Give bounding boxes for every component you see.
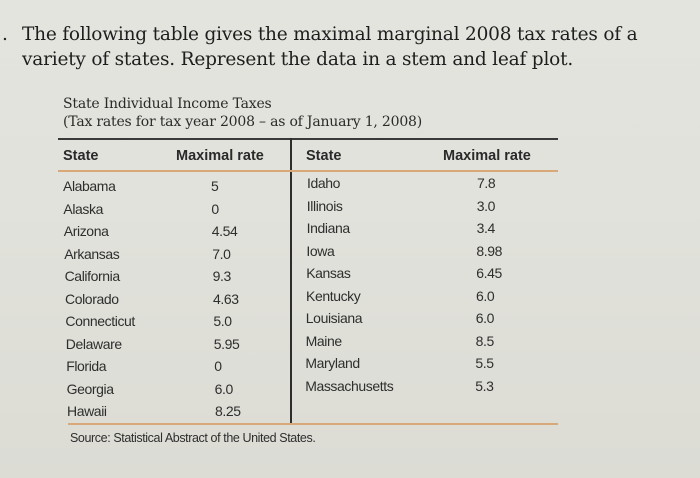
table-caption: State Individual Income Taxes (Tax rates… (63, 95, 422, 131)
table-cell-rate: 8.5 (475, 332, 495, 349)
table-cell-state: Arkansas (64, 245, 120, 262)
table-cell-state: Idaho (307, 175, 341, 191)
table-cell-state: Arizona (63, 223, 109, 239)
table-cell-rate: 4.54 (211, 223, 238, 239)
header-rate-right: Maximal rate (443, 148, 531, 164)
header-rate-left: Maximal rate (176, 148, 264, 164)
table-cell-rate: 3.0 (476, 197, 496, 214)
header-state-right: State (306, 148, 342, 164)
table-bottom-rule (68, 423, 558, 425)
header-state-left: State (63, 148, 99, 164)
table-column-divider (290, 138, 292, 423)
table-cell-state: Connecticut (65, 313, 135, 329)
table-cell-state: Iowa (306, 242, 335, 259)
table-cell-state: Maine (305, 332, 343, 349)
table-cell-rate: 6.0 (214, 380, 234, 397)
table-cell-state: Georgia (66, 380, 114, 397)
table-cell-state: Florida (66, 358, 107, 374)
table-cell-rate: 6.45 (476, 265, 502, 281)
question-line-2: variety of states. Represent the data in… (22, 49, 574, 70)
table-cell-rate: 7.0 (212, 245, 231, 262)
table-cell-rate: 7.8 (477, 175, 496, 191)
table-cell-rate: 5.0 (213, 313, 232, 329)
table-cell-state: Massachusetts (305, 377, 394, 394)
table-cell-rate: 8.25 (215, 403, 241, 419)
table-cell-rate: 5 (211, 178, 219, 194)
table-cell-state: Maryland (305, 355, 360, 371)
question-text: . The following table gives the maximal … (2, 22, 686, 72)
table-cell-state: Louisiana (305, 310, 363, 326)
table-cell-state: Colorado (65, 290, 119, 307)
table-source: Source: Statistical Abstract of the Unit… (70, 431, 316, 445)
table-cell-rate: 6.0 (476, 287, 495, 304)
table-cell-rate: 3.4 (476, 220, 496, 236)
table-cell-rate: 8.98 (476, 242, 503, 259)
table-cell-rate: 4.63 (213, 290, 239, 307)
table-cell-state: Hawaii (67, 403, 107, 419)
table-cell-rate: 5.95 (213, 335, 240, 352)
table-cell-rate: 0 (211, 200, 219, 217)
table-cell-rate: 0 (214, 358, 222, 374)
table-cell-rate: 9.3 (212, 268, 232, 284)
table-cell-state: Kentucky (306, 287, 361, 304)
table-cell-rate: 5.3 (475, 377, 494, 394)
table-cell-rate: 6.0 (475, 310, 495, 326)
table-top-rule (58, 138, 558, 140)
table-cell-state: Alabama (63, 178, 116, 194)
question-line-1: The following table gives the maximal ma… (22, 24, 638, 45)
header-rule (58, 170, 558, 172)
table-cell-state: Kansas (306, 265, 351, 281)
table-cell-state: Indiana (306, 220, 351, 236)
table-subtitle: (Tax rates for tax year 2008 – as of Jan… (63, 114, 423, 130)
table-cell-state: Delaware (65, 335, 122, 352)
table-cell-state: California (64, 268, 121, 284)
table-title: State Individual Income Taxes (63, 96, 272, 112)
table-cell-state: Alaska (63, 200, 104, 217)
table-cell-rate: 5.5 (475, 355, 494, 371)
question-number: . (2, 24, 8, 45)
table-cell-state: Illinois (306, 197, 343, 214)
